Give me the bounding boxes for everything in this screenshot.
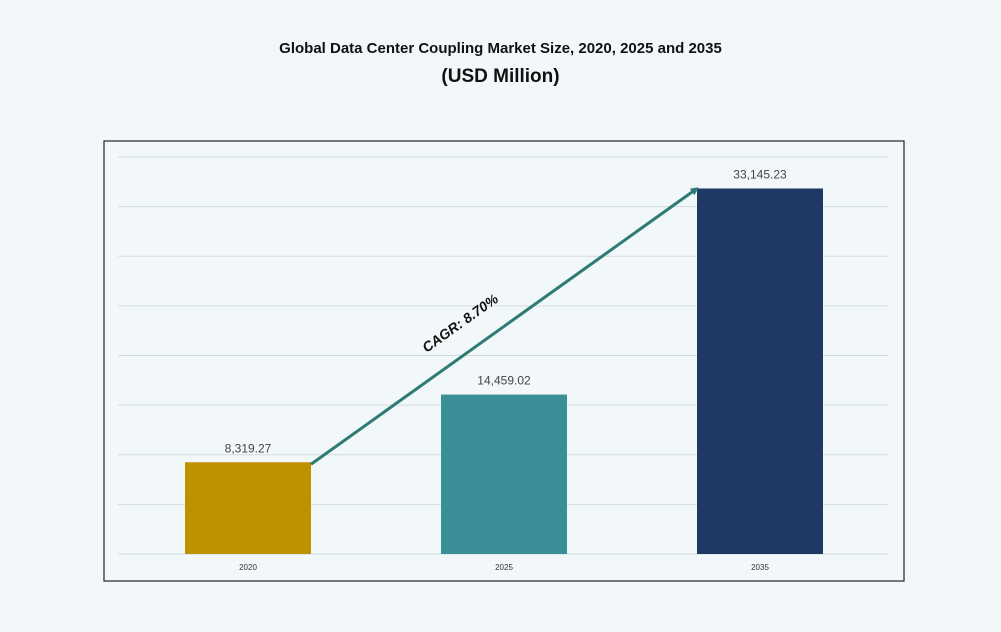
data-label-2025: 14,459.02 <box>477 374 531 388</box>
chart-subtitle: (USD Million) <box>441 66 560 87</box>
x-tick-label-2020: 2020 <box>239 563 257 572</box>
chart-frame <box>103 140 905 582</box>
bar-2035 <box>697 188 823 555</box>
data-label-2020: 8,319.27 <box>225 441 272 455</box>
cagr-label: CAGR: 8.70% <box>419 290 502 355</box>
bar-2025 <box>441 394 567 554</box>
x-tick-label-2035: 2035 <box>751 563 769 572</box>
cagr-arrow <box>310 187 699 466</box>
data-label-2035: 33,145.23 <box>733 167 787 181</box>
x-tick-label-2025: 2025 <box>495 563 513 572</box>
bar-2020 <box>185 462 311 554</box>
chart-title: Global Data Center Coupling Market Size,… <box>279 40 722 57</box>
